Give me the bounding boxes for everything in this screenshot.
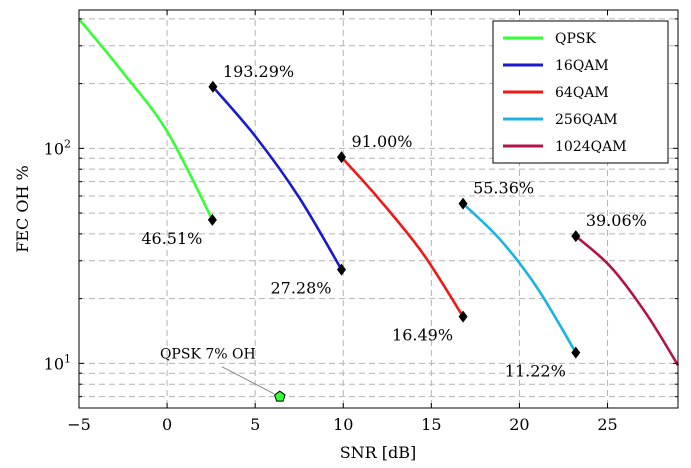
marker-layer [207, 80, 581, 359]
x-tick-label: 10 [333, 415, 353, 434]
annotation-layer: QPSK 7% OH [160, 347, 286, 402]
pentagon-marker [274, 390, 286, 402]
data-label: 39.06% [586, 211, 647, 230]
x-axis-title: SNR [dB] [340, 443, 417, 462]
y-axis-title: FEC OH % [13, 165, 32, 252]
data-label: 193.29% [223, 62, 294, 81]
grid [79, 10, 678, 408]
diamond-marker [571, 346, 581, 359]
x-tick-label: 5 [250, 415, 260, 434]
x-tick-label: 15 [421, 415, 441, 434]
diamond-marker [458, 310, 468, 323]
data-label: 55.36% [473, 179, 534, 198]
series-line-1024qam [574, 235, 680, 366]
series-line-qpsk [77, 18, 214, 221]
data-label: 91.00% [352, 132, 413, 151]
series-line-64qam [340, 156, 465, 318]
label-layer: 46.51% 193.29% 27.28% 91.00% 16.49% 55.36% 11.… [141, 62, 646, 381]
series-layer [77, 18, 680, 366]
diamond-marker [337, 151, 347, 164]
diamond-marker [208, 80, 218, 93]
diamond-marker [207, 213, 217, 226]
data-label: 46.51% [141, 229, 202, 248]
x-tick-label: −5 [67, 415, 91, 434]
x-tick-label: 0 [162, 415, 172, 434]
annotation-leader [221, 366, 275, 395]
diamond-marker [571, 230, 581, 243]
annotation-label: QPSK 7% OH [160, 347, 256, 363]
x-tick-label: 20 [509, 415, 529, 434]
y-tick-label: 102 [44, 137, 71, 158]
data-label: 11.22% [505, 362, 566, 381]
x-tick-label: 25 [597, 415, 617, 434]
series-line-256qam [462, 202, 577, 354]
plot-frame [78, 9, 679, 409]
diamond-marker [337, 263, 347, 276]
legend-label: 256QAM [555, 112, 618, 128]
legend: QPSK 16QAM 64QAM 256QAM 1024QAM [492, 20, 669, 164]
axis-layer: −5 0 5 10 15 20 25 101 102 [44, 10, 678, 434]
legend-label: 1024QAM [555, 139, 627, 155]
legend-label: QPSK [555, 31, 596, 47]
diamond-marker [458, 197, 468, 210]
data-label: 16.49% [392, 326, 453, 345]
series-line-16qam [211, 85, 343, 271]
legend-label: 16QAM [555, 58, 609, 74]
y-tick-label: 101 [44, 352, 71, 373]
legend-label: 64QAM [555, 85, 609, 101]
data-label: 27.28% [270, 279, 331, 298]
